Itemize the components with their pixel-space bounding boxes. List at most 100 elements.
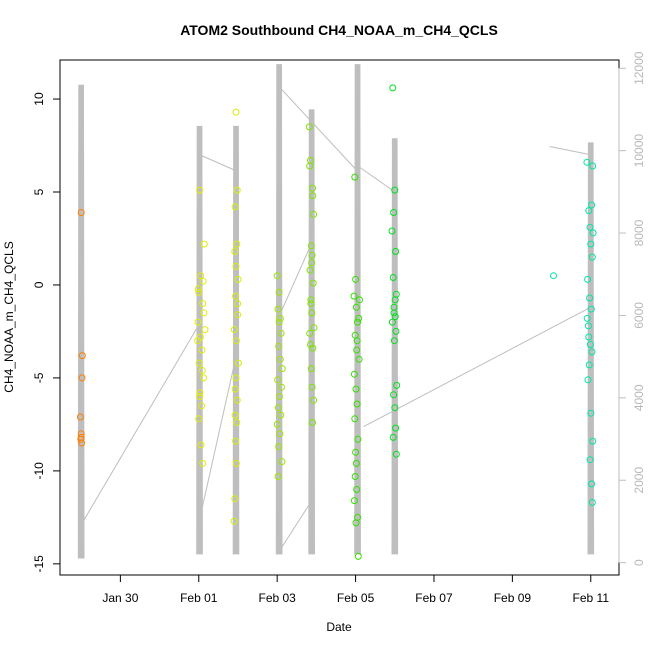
data-point-0-2 <box>78 374 86 382</box>
altitude-transit-7 <box>363 306 592 428</box>
data-point-1-19 <box>200 309 208 317</box>
data-point-5-16 <box>350 497 358 505</box>
data-point-4-10 <box>307 296 315 304</box>
data-point-1-8 <box>200 374 207 382</box>
data-point-2-1 <box>233 186 241 194</box>
data-point-2-20 <box>232 262 240 270</box>
data-point-3-5 <box>276 355 284 363</box>
x-tick-label-0: Jan 30 <box>102 591 138 605</box>
data-point-4-17 <box>310 396 318 404</box>
data-point-7-17 <box>589 437 597 445</box>
data-point-4-14 <box>309 344 317 352</box>
data-point-3-11 <box>275 443 283 451</box>
data-point-4-15 <box>307 365 315 373</box>
data-point-3-13 <box>274 473 282 480</box>
y2-tick-label-3: 6000 <box>632 302 646 329</box>
y-tick-label-5: 10 <box>32 92 46 106</box>
data-point-5-12 <box>352 448 360 456</box>
data-point-2-9 <box>232 337 240 345</box>
data-point-6-10 <box>392 327 400 335</box>
data-point-3-12 <box>278 458 286 466</box>
y-axis-label: CH4_NOAA_m_CH4_QCLS <box>2 241 16 392</box>
data-point-4-12 <box>310 324 318 332</box>
data-point-7-12 <box>586 341 594 348</box>
data-point-6-2 <box>390 209 398 216</box>
data-point-2-18 <box>230 517 238 525</box>
x-tick-label-4: Feb 07 <box>415 591 453 605</box>
altitude-transit-4 <box>280 88 358 172</box>
data-point-7-11 <box>584 322 592 330</box>
data-point-0-0 <box>77 209 85 216</box>
data-point-1-16 <box>201 326 209 334</box>
data-point-5-11 <box>354 435 362 443</box>
altitude-transit-0 <box>82 323 200 522</box>
data-point-4-13 <box>307 341 314 348</box>
altitude-profile-1 <box>196 125 203 555</box>
data-point-2-12 <box>231 385 239 393</box>
data-point-6-4 <box>392 248 400 255</box>
data-point-1-9 <box>196 389 204 397</box>
data-point-2-10 <box>234 359 242 367</box>
data-point-0-3 <box>76 413 84 421</box>
data-point-5-20 <box>356 296 363 304</box>
data-point-2-17 <box>231 495 239 503</box>
data-point-1-18 <box>198 367 206 374</box>
data-point-4-20 <box>308 259 316 267</box>
x-tick-label-3: Feb 05 <box>337 591 375 605</box>
data-point-2-6 <box>232 292 240 300</box>
altitude-profile-4 <box>308 109 315 555</box>
data-point-6-13 <box>390 391 398 399</box>
data-point-7-2 <box>589 162 597 170</box>
y2-tick-label-1: 2000 <box>632 467 646 494</box>
altitude-transit-3 <box>276 500 313 555</box>
data-point-5-9 <box>353 400 361 408</box>
data-point-0-1 <box>78 352 86 360</box>
data-point-2-15 <box>232 437 240 445</box>
data-point-2-4 <box>231 248 239 255</box>
data-point-2-16 <box>232 459 240 467</box>
x-axis: Jan 30 Feb 01 Feb 03 Feb 05 Feb 07 Feb 09 Feb … <box>102 574 609 605</box>
altitude-transit-6 <box>359 166 396 193</box>
data-point-5-0 <box>351 173 359 181</box>
data-point-2-0 <box>232 108 240 116</box>
data-point-7-22 <box>589 229 597 237</box>
data-point-5-19 <box>354 552 362 560</box>
data-point-4-9 <box>309 279 317 287</box>
data-point-3-18 <box>276 314 284 322</box>
y-tick-label-3: 0 <box>32 281 46 288</box>
y-tick-label-2: -5 <box>32 372 46 383</box>
data-point-6-15 <box>392 424 400 432</box>
altitude-transit-8 <box>549 146 591 156</box>
data-point-4-8 <box>306 266 314 274</box>
data-point-7-23 <box>585 333 593 341</box>
data-point-3-14 <box>278 383 285 391</box>
data-point-2-11 <box>232 374 240 382</box>
altitude-transit-5 <box>279 241 313 316</box>
data-point-1-0 <box>196 186 204 194</box>
data-point-1-7 <box>195 359 203 367</box>
y2-tick-label-2: 4000 <box>632 384 646 411</box>
data-point-2-21 <box>231 411 239 419</box>
altitude-profile-2 <box>232 125 240 555</box>
data-points-layer <box>76 84 597 560</box>
data-point-5-3 <box>352 303 360 311</box>
y2-axis-altitude: 0 2000 4000 6000 8000 10000 12000 <box>618 51 646 566</box>
data-point-7-9 <box>586 294 594 302</box>
data-point-5-15 <box>353 486 361 493</box>
data-point-2-14 <box>233 419 241 426</box>
data-point-5-23 <box>353 337 361 345</box>
x-tick-label-5: Feb 09 <box>494 591 532 605</box>
data-point-7-16 <box>587 409 595 417</box>
data-point-5-22 <box>355 355 363 363</box>
altitude-profile-5 <box>354 64 361 555</box>
data-point-1-20 <box>194 337 202 345</box>
data-point-1-13 <box>199 459 207 467</box>
data-point-1-4 <box>194 318 202 326</box>
data-point-6-5 <box>389 274 397 281</box>
data-point-7-3 <box>585 207 593 215</box>
data-point-1-3 <box>199 300 207 308</box>
altitude-transit-1 <box>201 356 237 510</box>
data-point-6-12 <box>393 381 401 389</box>
data-point-4-7 <box>308 251 316 259</box>
